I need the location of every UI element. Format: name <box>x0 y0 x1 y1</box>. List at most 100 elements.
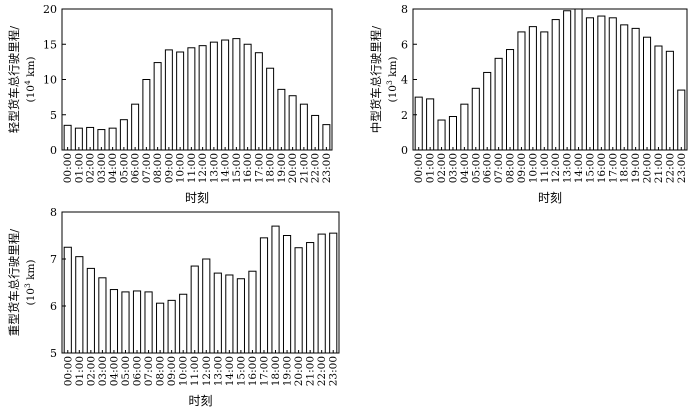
bar-1800 <box>266 67 275 151</box>
bar-0400 <box>108 127 117 151</box>
bar-0600 <box>483 71 492 151</box>
x-tick-label: 05:00 <box>120 356 132 386</box>
x-tick-label: 19:00 <box>630 153 642 183</box>
y-tick-label: 6 <box>50 300 57 313</box>
bar-2000 <box>643 36 652 151</box>
bar-0900 <box>164 49 173 151</box>
y-unit-base: (10 <box>25 288 37 305</box>
bar-0000 <box>414 96 423 151</box>
x-tick-label: 18:00 <box>265 153 277 183</box>
bar-1500 <box>585 17 594 151</box>
x-tick-label: 12:00 <box>550 153 562 183</box>
x-tick-label: 13:00 <box>562 153 574 183</box>
x-tick-label: 18:00 <box>619 153 631 183</box>
y-tick-label: 5 <box>50 347 57 360</box>
x-tick-label: 21:00 <box>298 153 310 183</box>
medium-truck-chart: 0 2 4 6 8 00:00 01:00 02:00 03:00 04:00 05:00 06:00… <box>369 3 688 205</box>
y-axis-title: 重型货车总行驶里程/ <box>7 229 21 336</box>
bar-0300 <box>448 116 458 151</box>
bar-0800 <box>156 302 165 354</box>
bar-1700 <box>259 237 269 354</box>
y-tick-label: 10 <box>43 74 57 87</box>
x-tick-label: 19:00 <box>276 153 288 183</box>
x-tick-label: 09:00 <box>163 153 175 183</box>
x-tick-label: 20:00 <box>287 153 299 183</box>
bar-1000 <box>528 26 537 151</box>
y-tick-label: 8 <box>50 206 57 219</box>
bar-0400 <box>460 103 469 151</box>
y-tick-label: 0 <box>50 144 57 157</box>
y-tick-label: 8 <box>401 3 408 16</box>
bar-1400 <box>574 8 583 151</box>
x-tick-label: 14:00 <box>220 153 232 183</box>
bar-1000 <box>176 51 185 151</box>
x-tick-label: 18:00 <box>270 356 282 386</box>
x-tick-label: 08:00 <box>152 153 164 183</box>
bar-1200 <box>551 19 560 151</box>
bar-1900 <box>277 88 286 151</box>
bar-2300 <box>322 124 331 151</box>
bar-1500 <box>232 38 241 151</box>
bar-1100 <box>187 47 196 151</box>
bar-2100 <box>299 103 308 151</box>
x-tick-label: 03:00 <box>447 153 459 183</box>
bar-1600 <box>248 270 257 354</box>
bar-0100 <box>74 127 83 151</box>
x-tick-label: 10:00 <box>175 153 187 183</box>
x-tick-label: 10:00 <box>527 153 539 183</box>
x-axis-title: 时刻 <box>538 191 562 205</box>
x-tick-label: 16:00 <box>247 356 259 386</box>
x-tick-label: 05:00 <box>470 153 482 183</box>
y-tick-label: 15 <box>43 38 57 51</box>
x-tick-label: 06:00 <box>482 153 494 183</box>
x-tick-label: 23:00 <box>676 153 688 183</box>
bar-0300 <box>97 129 106 151</box>
x-tick-label: 15:00 <box>231 153 243 183</box>
y-tick-label: 4 <box>401 74 408 87</box>
bar-2300 <box>677 89 686 151</box>
x-tick-label: 22:00 <box>664 153 676 183</box>
bar-1300 <box>563 10 572 151</box>
bar-1600 <box>243 43 252 151</box>
bar-0200 <box>437 119 446 151</box>
y-axis-unit: (103 km) <box>385 56 399 102</box>
x-tick-label: 05:00 <box>118 153 130 183</box>
x-tick-label: 08:00 <box>505 153 517 183</box>
x-tick-label: 14:00 <box>573 153 585 183</box>
bar-0200 <box>86 126 95 151</box>
bar-2200 <box>317 233 326 354</box>
x-tick-label: 09:00 <box>166 356 178 386</box>
bar-0900 <box>517 31 526 151</box>
bar-2200 <box>665 50 674 151</box>
x-tick-label: 06:00 <box>132 356 144 386</box>
x-tick-label: 02:00 <box>85 153 97 183</box>
x-axis-title: 时刻 <box>185 191 209 205</box>
bar-1300 <box>213 272 222 354</box>
y-tick-label: 7 <box>50 253 57 266</box>
bar-0600 <box>131 103 140 151</box>
x-tick-label: 09:00 <box>516 153 528 183</box>
bar-0200 <box>86 267 95 354</box>
bar-0800 <box>153 62 162 151</box>
x-tick-label: 16:00 <box>242 153 254 183</box>
bar-0000 <box>63 124 72 151</box>
x-tick-label: 07:00 <box>493 153 505 183</box>
x-tick-label: 22:00 <box>316 356 328 386</box>
y-unit-base: (10 <box>25 85 37 102</box>
bar-2200 <box>311 114 320 151</box>
bar-0400 <box>109 289 119 354</box>
x-tick-label: 22:00 <box>310 153 322 183</box>
x-tick-label: 03:00 <box>96 153 108 183</box>
y-unit-exponent: 3 <box>23 283 32 288</box>
bar-1400 <box>225 274 234 354</box>
bar-0800 <box>506 49 515 151</box>
bar-0900 <box>167 299 176 354</box>
x-axis-title: 时刻 <box>188 394 212 408</box>
light-truck-chart: 0 5 10 15 20 00:00 01:00 02:00 03:00 04:00 05:00 06… <box>7 3 333 205</box>
x-tick-label: 02:00 <box>85 356 97 386</box>
y-unit-exponent: 4 <box>23 80 32 85</box>
bar-1800 <box>271 225 280 354</box>
x-tick-label: 21:00 <box>305 356 317 386</box>
x-tick-label: 04:00 <box>459 153 471 183</box>
